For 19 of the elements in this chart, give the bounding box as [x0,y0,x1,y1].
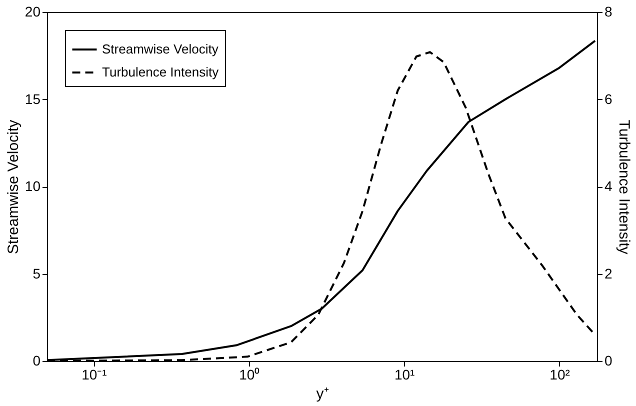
legend-label: Streamwise Velocity [102,42,219,56]
x-tick-label: 10² [550,366,570,382]
x-axis-title: y⁺ [316,386,329,402]
y2-tick-label: 4 [604,178,612,194]
x-tick-label: 10⁰ [239,366,260,382]
y-tick-label: 20 [24,4,41,20]
y2-tick-label: 8 [604,4,612,20]
y-tick-label: 10 [24,178,41,194]
y2-tick-label: 2 [604,265,612,282]
y2-tick-label: 6 [604,90,612,107]
y-tick-label: 0 [32,352,41,368]
y2-axis-title: Turbulence Intensity [615,120,632,255]
y-tick-label: 5 [32,265,41,282]
x-tick-label: 10¹ [394,366,416,382]
y2-tick-label: 0 [604,352,612,368]
y-axis-title: Streamwise Velocity [4,119,22,254]
y-tick-label: 15 [24,90,41,107]
legend-label: Turbulence Intensity [102,64,220,80]
x-tick-label: 10⁻¹ [82,366,108,382]
